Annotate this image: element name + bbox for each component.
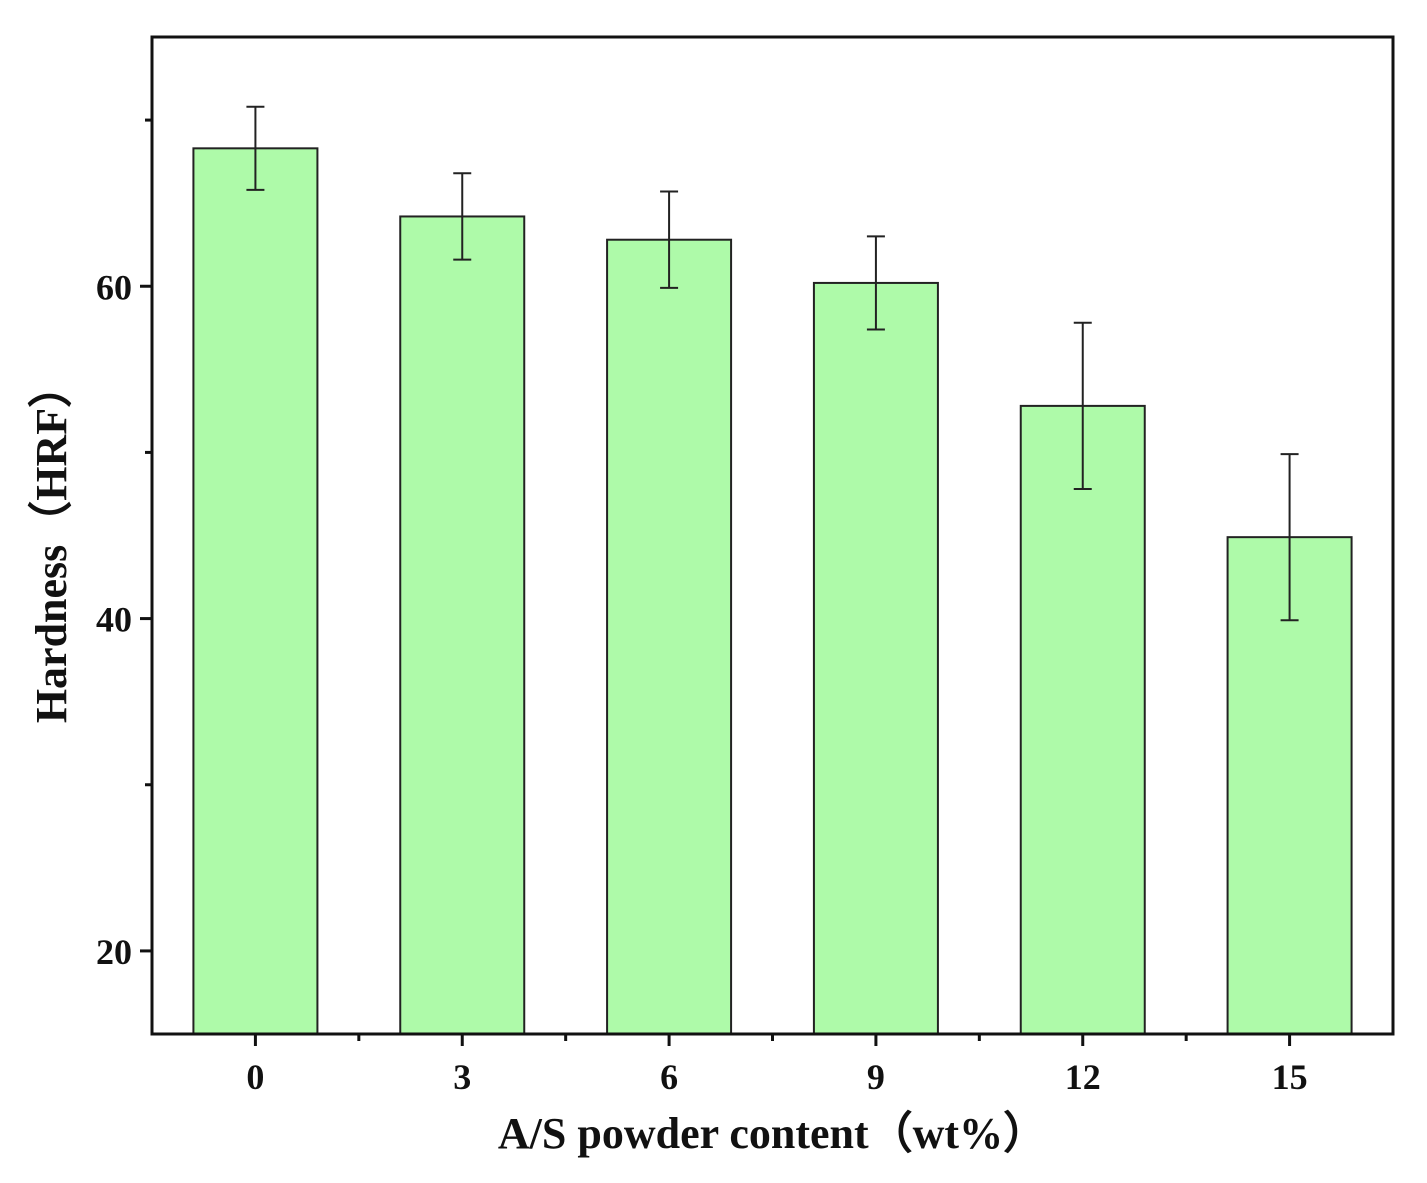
bar-12 bbox=[1019, 404, 1146, 1035]
x-axis-label: A/S powder content（wt%） bbox=[498, 1109, 1047, 1158]
bar-3 bbox=[399, 215, 526, 1035]
y-axis-label: Hardness（HRF） bbox=[27, 364, 76, 723]
x-tick-label-0: 0 bbox=[246, 1057, 264, 1097]
error-bar-6 bbox=[660, 190, 679, 289]
bar-9 bbox=[812, 281, 939, 1035]
error-bar-12 bbox=[1073, 321, 1092, 490]
plot-frame bbox=[150, 35, 1395, 1036]
x-tick-label-3: 3 bbox=[453, 1057, 471, 1097]
error-bar-0 bbox=[246, 105, 265, 191]
bar-0 bbox=[192, 147, 319, 1035]
y-tick-label-40: 40 bbox=[96, 600, 132, 640]
x-tick-label-9: 9 bbox=[867, 1057, 885, 1097]
x-tick-label-15: 15 bbox=[1272, 1057, 1308, 1097]
bars-layer bbox=[192, 147, 1353, 1036]
error-bar-15 bbox=[1280, 453, 1299, 622]
x-tick-label-6: 6 bbox=[660, 1057, 678, 1097]
y-axis-ticks: 20 40 60 bbox=[96, 118, 152, 972]
x-axis-ticks: 0 3 6 9 12 15 bbox=[246, 1034, 1308, 1097]
bar-6 bbox=[606, 238, 733, 1035]
y-tick-label-20: 20 bbox=[96, 932, 132, 972]
error-bar-3 bbox=[453, 172, 472, 261]
x-tick-label-12: 12 bbox=[1065, 1057, 1101, 1097]
error-bar-9 bbox=[866, 235, 885, 331]
y-tick-label-60: 60 bbox=[96, 267, 132, 307]
error-bars-layer bbox=[246, 105, 1299, 622]
